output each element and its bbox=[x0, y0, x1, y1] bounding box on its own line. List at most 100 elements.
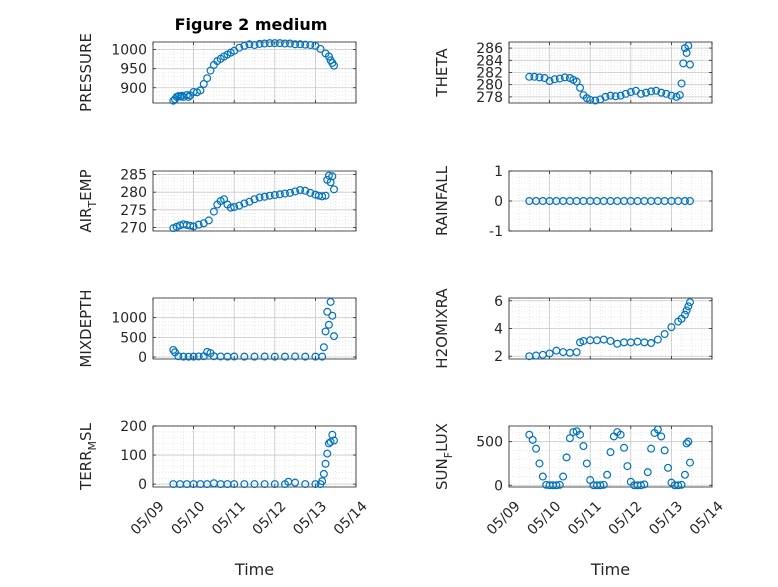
data-point bbox=[535, 73, 544, 82]
y-tick-label: 280 bbox=[476, 78, 503, 94]
x-tick-label: 05/11 bbox=[209, 498, 249, 538]
data-point bbox=[296, 40, 305, 49]
data-point bbox=[682, 48, 691, 57]
y-tick-label: 1 bbox=[494, 164, 503, 180]
data-point bbox=[572, 77, 581, 86]
data-point bbox=[319, 469, 328, 478]
data-point bbox=[569, 428, 578, 437]
y-tick-label: 4 bbox=[494, 322, 503, 338]
data-point bbox=[318, 477, 327, 486]
data-points bbox=[525, 425, 695, 490]
y-tick-label: 280 bbox=[120, 185, 147, 201]
x-tick-label: 05/12 bbox=[606, 498, 646, 538]
y-tick-label: 500 bbox=[476, 435, 503, 451]
data-point bbox=[550, 75, 559, 84]
data-point bbox=[323, 307, 332, 316]
y-axis-label: MIXDEPTH bbox=[77, 289, 95, 367]
y-axis-label: RAINFALL bbox=[433, 165, 451, 236]
data-point bbox=[682, 306, 691, 315]
data-point bbox=[240, 352, 249, 361]
y-axis-label: THETA bbox=[433, 48, 451, 98]
x-tick-label: 05/13 bbox=[290, 498, 330, 538]
y-axis-label-rest: SL bbox=[77, 422, 95, 441]
data-point bbox=[306, 188, 315, 197]
y-axis-label-rest: LUX bbox=[433, 423, 451, 452]
x-tick-label: 05/10 bbox=[524, 498, 564, 538]
data-point bbox=[664, 463, 673, 472]
data-point bbox=[209, 207, 218, 216]
x-tick-label: 05/11 bbox=[565, 498, 605, 538]
data-point bbox=[682, 439, 691, 448]
figure-title: Figure 2 medium bbox=[175, 15, 328, 34]
data-point bbox=[562, 453, 571, 462]
x-tick-label: 05/12 bbox=[250, 498, 290, 538]
data-point bbox=[203, 347, 212, 356]
data-point bbox=[559, 472, 568, 481]
data-point bbox=[324, 52, 333, 61]
data-point bbox=[572, 348, 581, 357]
data-point bbox=[321, 459, 330, 468]
data-point bbox=[680, 310, 689, 319]
data-point bbox=[189, 352, 198, 361]
data-point bbox=[270, 352, 279, 361]
data-point bbox=[660, 446, 669, 455]
y-tick-label: 285 bbox=[120, 168, 147, 184]
tick-marks bbox=[508, 170, 713, 232]
data-point bbox=[647, 339, 656, 348]
y-axis-label-rest: EMP bbox=[77, 169, 95, 200]
data-point bbox=[603, 470, 612, 479]
data-point bbox=[586, 95, 595, 104]
y-tick-label: 200 bbox=[120, 419, 147, 435]
data-point bbox=[677, 480, 686, 489]
data-point bbox=[528, 435, 537, 444]
data-point bbox=[545, 77, 554, 86]
data-point bbox=[250, 480, 259, 489]
data-points bbox=[169, 39, 339, 105]
data-points bbox=[525, 41, 695, 105]
data-point bbox=[652, 86, 661, 95]
data-point bbox=[616, 430, 625, 439]
data-point bbox=[196, 86, 205, 95]
data-point bbox=[291, 40, 300, 49]
data-point bbox=[260, 480, 269, 489]
data-point bbox=[270, 191, 279, 200]
minor-grid bbox=[152, 170, 357, 232]
data-point bbox=[330, 61, 339, 70]
y-tick-label: 500 bbox=[120, 330, 147, 346]
data-point bbox=[240, 199, 249, 208]
data-point bbox=[280, 352, 289, 361]
data-point bbox=[680, 470, 689, 479]
tick-marks bbox=[508, 42, 713, 103]
x-tick-label: 05/14 bbox=[331, 498, 371, 538]
data-point bbox=[275, 39, 284, 48]
data-point bbox=[560, 73, 569, 82]
panel-terr_msl: 0 100 200 TERRMSL 05/09 05/10 05/11 05/12 05/13 0… bbox=[77, 419, 371, 579]
data-point bbox=[530, 72, 539, 81]
data-point bbox=[260, 352, 269, 361]
y-tick-label: 284 bbox=[476, 53, 503, 69]
data-point bbox=[636, 89, 645, 98]
data-point bbox=[667, 323, 676, 332]
data-point bbox=[255, 193, 264, 202]
data-point bbox=[525, 72, 534, 81]
data-point bbox=[686, 298, 695, 307]
data-point bbox=[240, 41, 249, 50]
x-axis-label: Time bbox=[234, 560, 274, 579]
data-point bbox=[265, 191, 274, 200]
data-point bbox=[657, 432, 666, 441]
data-point bbox=[621, 89, 630, 98]
data-point bbox=[623, 462, 632, 471]
data-point bbox=[311, 480, 320, 489]
data-point bbox=[660, 330, 669, 339]
x-tick-label: 05/09 bbox=[484, 498, 524, 538]
y-tick-label: 275 bbox=[120, 203, 147, 219]
data-point bbox=[230, 203, 239, 212]
data-point bbox=[186, 221, 195, 230]
data-point bbox=[184, 92, 193, 101]
data-point bbox=[250, 41, 259, 50]
data-point bbox=[275, 190, 284, 199]
data-points bbox=[169, 430, 339, 489]
data-point bbox=[680, 197, 689, 206]
tick-marks bbox=[152, 42, 357, 103]
